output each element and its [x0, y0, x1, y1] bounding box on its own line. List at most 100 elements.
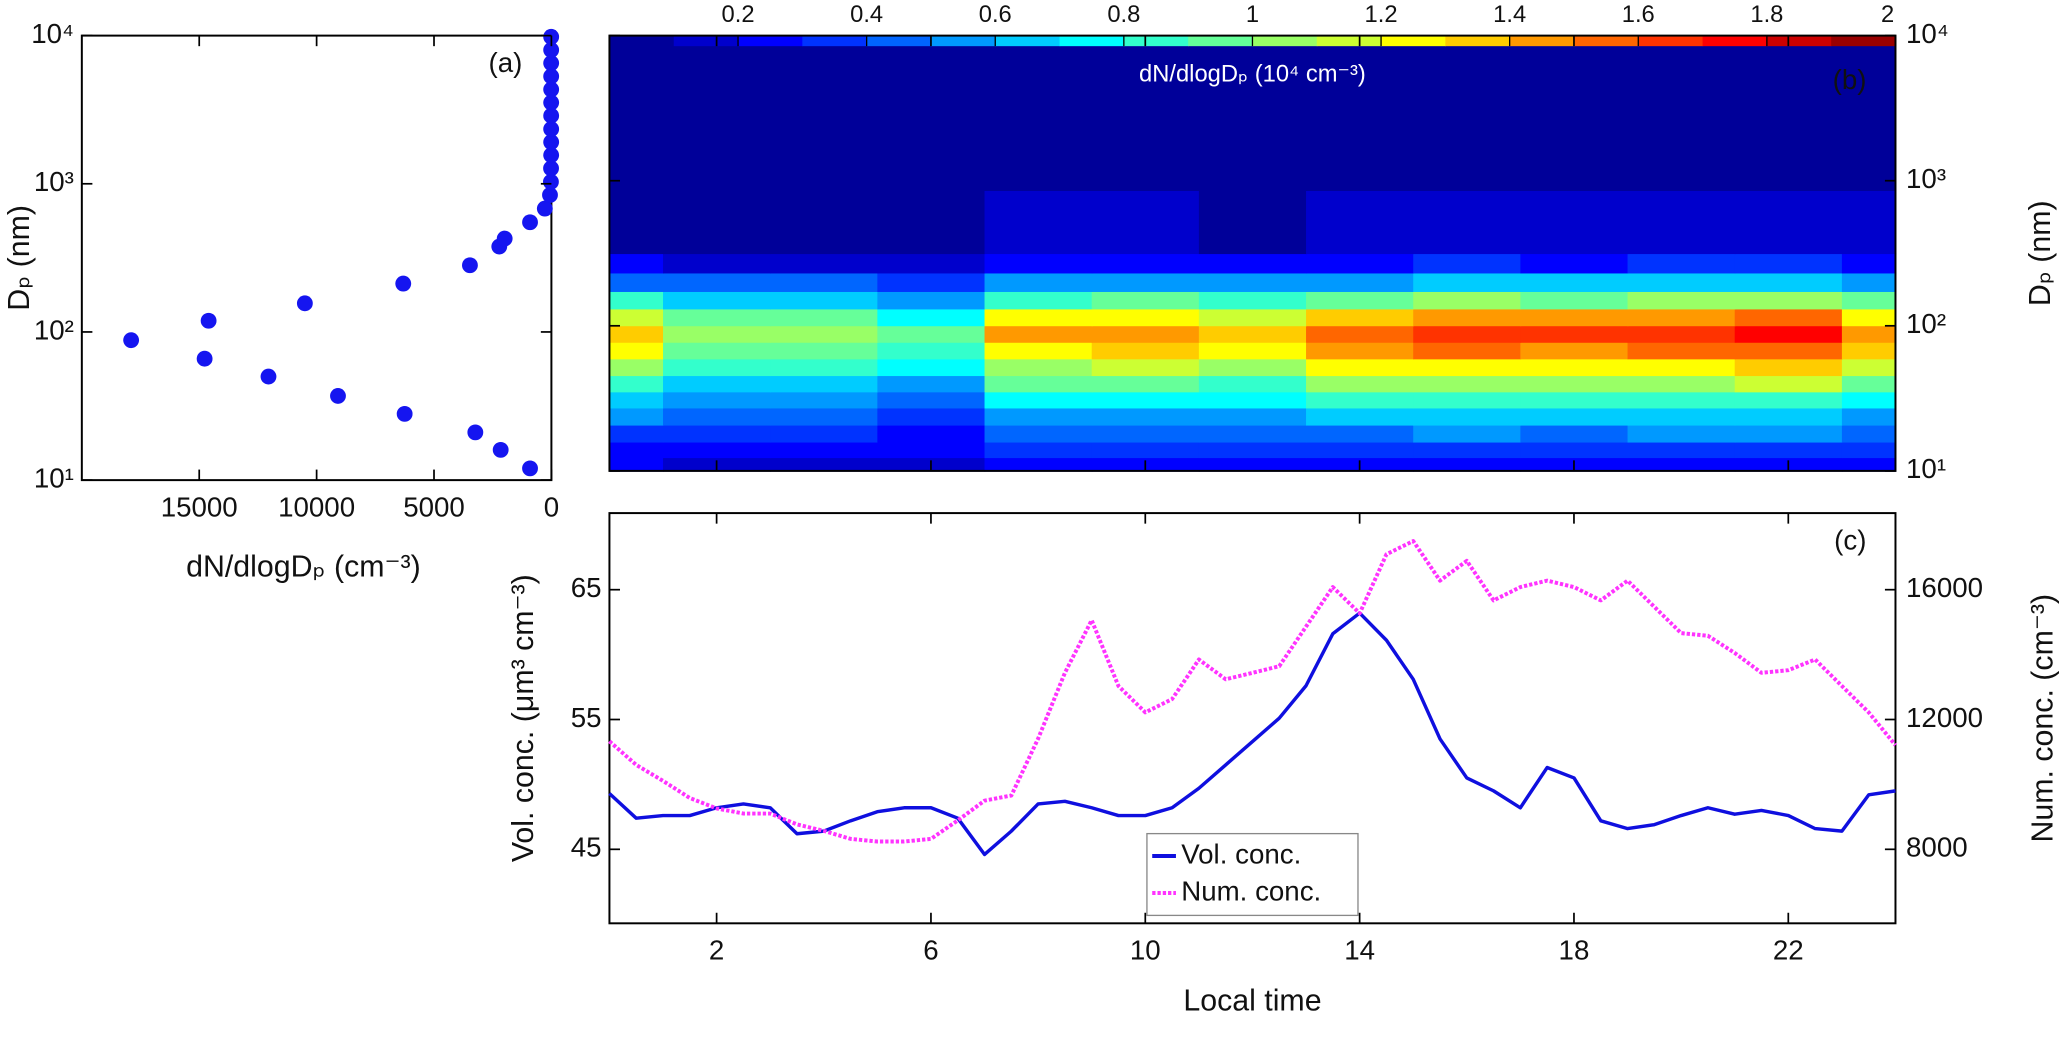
scatter-point	[123, 332, 140, 349]
y-tick-label: 65	[571, 572, 602, 603]
heatmap-cell	[609, 253, 664, 274]
plot-frame	[80, 34, 553, 482]
heatmap-cell	[1520, 253, 1629, 274]
heatmap-cell	[663, 325, 771, 343]
legend-label: Num. conc.	[1181, 875, 1321, 906]
scatter-point	[543, 68, 560, 85]
y-tick-label: 10²	[34, 314, 74, 345]
heatmap-cell	[1091, 424, 1200, 443]
heatmap-cell	[1198, 424, 1307, 443]
heatmap-cell	[877, 272, 986, 292]
heatmap-cell	[1413, 341, 1522, 360]
legend: Vol. conc. Num. conc.	[1146, 832, 1359, 917]
heatmap-cell	[1520, 190, 1629, 255]
heatmap-cell	[1520, 375, 1629, 393]
colorbar-segment	[802, 35, 868, 47]
y-tick-label: 45	[571, 832, 602, 863]
heatmap-cell	[1306, 272, 1415, 292]
colorbar-segment	[1638, 35, 1704, 47]
heatmap-cell	[1198, 341, 1307, 360]
heatmap-cell	[1198, 291, 1307, 310]
x-tick-label: 15000	[161, 491, 238, 522]
colorbar-segment	[1831, 35, 1897, 47]
heatmap-cell	[663, 391, 771, 409]
scatter-point	[543, 55, 560, 72]
heatmap-cell	[609, 441, 664, 459]
heatmap-cell	[770, 441, 879, 459]
y-tick-label: 10¹	[1906, 453, 1946, 484]
heatmap-cell	[1091, 190, 1200, 255]
colorbar-segment	[1445, 35, 1511, 47]
heatmap-cell	[1198, 35, 1307, 191]
heatmap-cell	[984, 375, 1093, 393]
colorbar-segment	[930, 35, 996, 47]
heatmap-cell	[877, 325, 986, 343]
heatmap-cell	[984, 341, 1093, 360]
heatmap-cell	[770, 457, 879, 472]
scatter-point	[522, 214, 538, 231]
heatmap-cell	[1091, 291, 1200, 310]
heatmap-cell	[1734, 375, 1843, 393]
scatter-point	[260, 368, 277, 385]
scatter-point	[543, 107, 560, 124]
heatmap-cell	[663, 407, 771, 426]
heatmap-cell	[1627, 35, 1736, 191]
colorbar-segment	[673, 35, 739, 47]
heatmap-cell	[1841, 391, 1897, 409]
heatmap-cell	[609, 424, 664, 443]
heatmap-cell	[1413, 325, 1522, 343]
y-tick-label: 10²	[1906, 308, 1946, 339]
heatmap-cell	[1520, 424, 1629, 443]
x-tick-label: 10	[1130, 935, 1161, 966]
heatmap-cell	[1198, 358, 1307, 377]
panel-label: (a)	[489, 47, 523, 78]
heatmap-cell	[663, 308, 771, 327]
colorbar-tick-label: 2	[1881, 2, 1894, 28]
heatmap-cell	[609, 291, 664, 310]
heatmap-cell	[770, 341, 879, 360]
heatmap-cell	[1734, 441, 1843, 459]
y-tick-label: 10¹	[34, 462, 74, 493]
heatmap-cell	[609, 272, 664, 292]
colorbar-segment	[1059, 35, 1125, 47]
heatmap-cell	[1413, 424, 1522, 443]
heatmap-cell	[1841, 272, 1897, 292]
heatmap-cell	[609, 457, 664, 472]
heatmap-cell	[984, 190, 1093, 255]
y-tick-label: 8000	[1906, 832, 1968, 863]
heatmap-cell	[1306, 391, 1415, 409]
heatmap-cell	[1520, 35, 1629, 191]
scatter-point	[543, 134, 560, 151]
scatter-point	[462, 257, 478, 274]
colorbar-segment	[1123, 35, 1189, 47]
scatter-point	[543, 147, 560, 164]
axis-label: Num. conc. (cm⁻³)	[2027, 594, 2060, 843]
heatmap-cell	[877, 407, 986, 426]
colorbar-segment	[1252, 35, 1318, 47]
heatmap-cell	[877, 253, 986, 274]
colorbar-tick-label: 1.4	[1493, 2, 1526, 28]
heatmap-cell	[1413, 272, 1522, 292]
colorbar-tick-label: 0.4	[850, 2, 883, 28]
heatmap-cell	[1306, 190, 1415, 255]
heatmap-cell	[609, 407, 664, 426]
heatmap-cell	[1627, 291, 1736, 310]
scatter-point	[492, 441, 509, 458]
scatter-point	[330, 388, 346, 404]
heatmap-cell	[1306, 375, 1415, 393]
heatmap-cell	[1091, 272, 1200, 292]
scatter-point	[296, 295, 313, 312]
scatter-point	[496, 230, 513, 247]
colorbar-tick-label: 0.8	[1107, 2, 1140, 28]
x-tick-label: 2	[709, 935, 724, 966]
heatmap-cell	[1413, 253, 1522, 274]
heatmap-cell	[877, 424, 986, 443]
heatmap-cell	[1413, 291, 1522, 310]
heatmap-cell	[1734, 291, 1843, 310]
heatmap-cell	[1198, 253, 1307, 274]
heatmap-cell	[1306, 358, 1415, 377]
heatmap-cell	[984, 253, 1093, 274]
heatmap-cell	[770, 35, 879, 191]
heatmap-cell	[1413, 407, 1522, 426]
heatmap-cell	[1091, 375, 1200, 393]
